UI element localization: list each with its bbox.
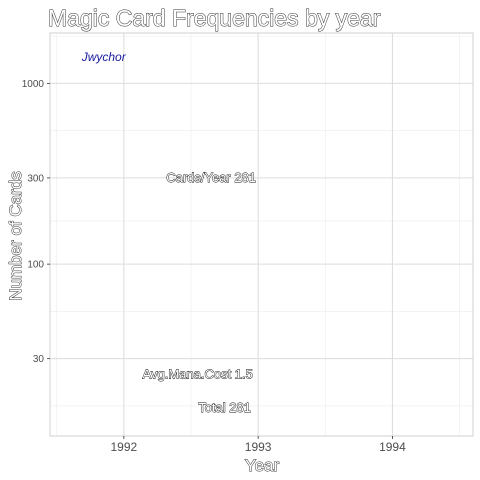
annotation-label: Cards/Year 281 xyxy=(166,170,256,185)
author-credit: Jwychor xyxy=(81,50,127,64)
x-axis-title: Year xyxy=(245,456,280,475)
chart-title: Magic Card Frequencies by year xyxy=(48,5,381,31)
x-tick-label: 1993 xyxy=(245,440,272,454)
y-tick-label: 1000 xyxy=(22,79,45,90)
annotation-label: Avg.Mana.Cost 1.5 xyxy=(143,367,253,382)
annotations: Jwychor Cards/Year 281 Avg.Mana.Cost 1.5 To… xyxy=(81,50,257,415)
y-tick-label: 100 xyxy=(27,260,44,271)
y-axis-title: Number of Cards xyxy=(6,171,25,300)
y-tick-label: 30 xyxy=(33,354,45,365)
annotation-label: Total 281 xyxy=(198,400,251,415)
minor-gridlines xyxy=(50,33,473,436)
panel-border xyxy=(49,32,474,437)
x-tick-label: 1992 xyxy=(111,440,138,454)
y-axis-ticks: 30 100 300 1000 xyxy=(22,79,50,365)
x-tick-label: 1994 xyxy=(379,440,406,454)
major-gridlines xyxy=(50,33,473,436)
y-tick-label: 300 xyxy=(27,173,44,184)
x-axis-ticks: 1992 1993 1994 xyxy=(111,436,406,454)
